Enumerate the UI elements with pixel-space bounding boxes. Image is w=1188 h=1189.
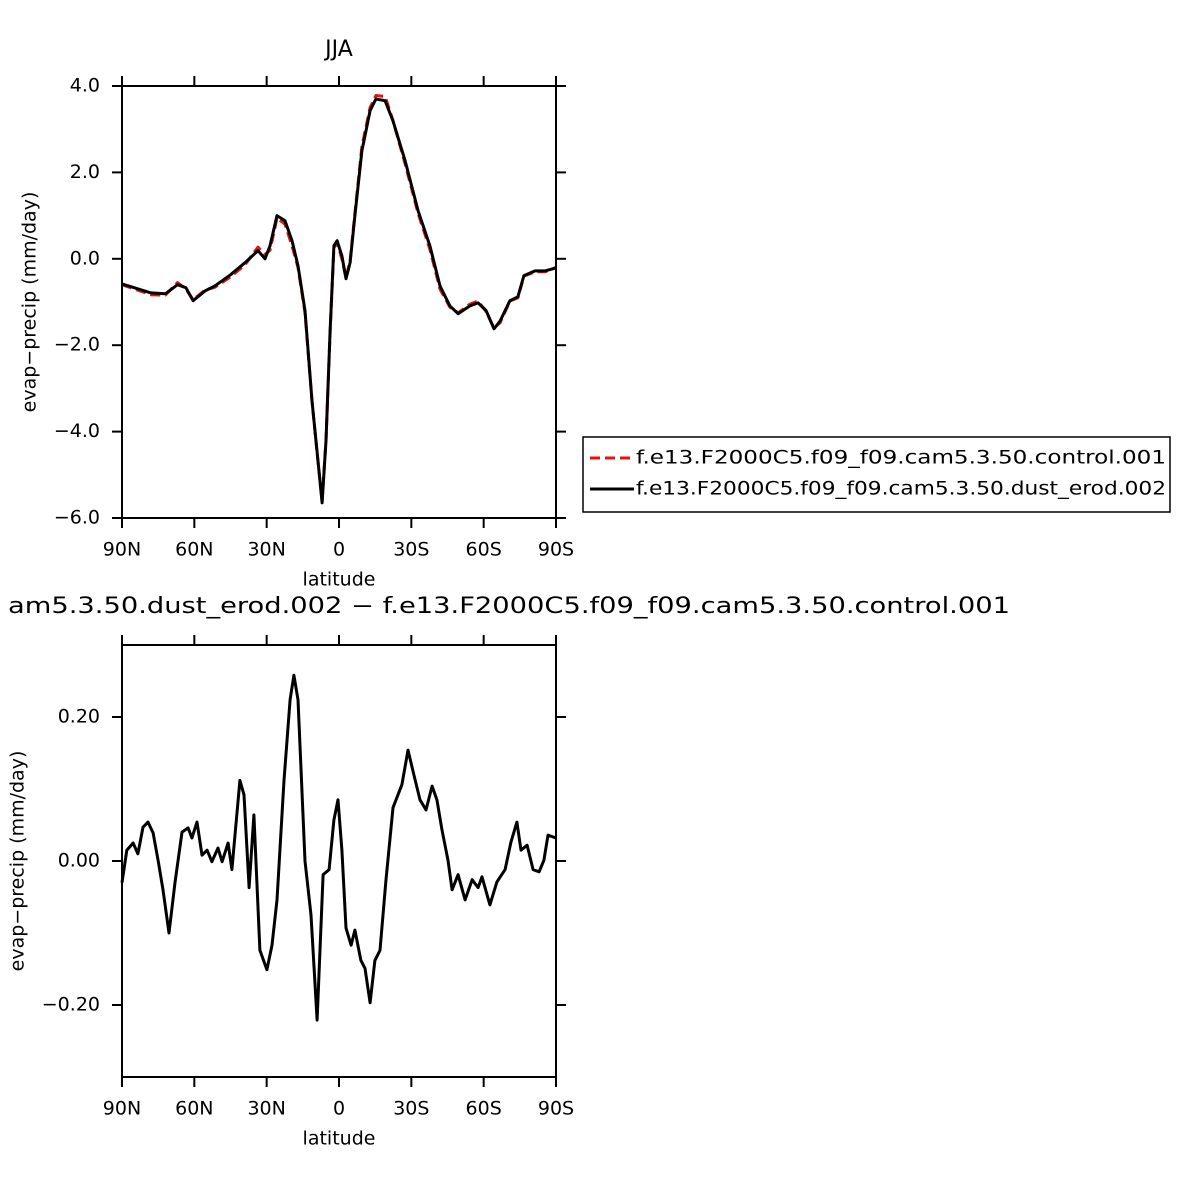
x-tick-label: 30S	[393, 1098, 429, 1120]
legend-label: f.e13.F2000C5.f09_f09.cam5.3.50.control.…	[636, 447, 1166, 469]
x-tick-label: 90N	[103, 539, 141, 561]
legend-box	[582, 436, 1171, 513]
x-tick-label: 90S	[538, 539, 574, 561]
x-tick-label: 60S	[466, 1098, 502, 1120]
x-tick-label: 60S	[466, 539, 502, 561]
plot-frame	[121, 85, 557, 519]
y-tick-label: 2.0	[70, 161, 100, 183]
x-axis-label: latitude	[303, 569, 376, 591]
y-tick-label: −6.0	[54, 507, 100, 529]
y-tick-label: 0.0	[70, 247, 100, 269]
y-tick-label: −0.20	[42, 994, 100, 1016]
x-tick-label: 30N	[247, 539, 285, 561]
x-tick-label: 0	[333, 1098, 345, 1120]
y-axis-label: evap−precip (mm/day)	[7, 751, 29, 972]
chart-title: JJA	[323, 37, 353, 62]
y-axis-label: evap−precip (mm/day)	[19, 192, 41, 413]
y-tick-label: 4.0	[70, 75, 100, 97]
y-tick-label: −4.0	[54, 420, 100, 442]
x-axis-label: latitude	[303, 1128, 376, 1150]
data-line	[121, 97, 557, 505]
x-tick-label: 90N	[103, 1098, 141, 1120]
chart-title: am5.3.50.dust_erod.002 − f.e13.F2000C5.f…	[8, 594, 1010, 619]
x-tick-label: 60N	[175, 539, 213, 561]
x-tick-label: 90S	[538, 1098, 574, 1120]
y-tick-label: −2.0	[54, 334, 100, 356]
plot-frame	[121, 644, 557, 1078]
y-tick-label: 0.00	[58, 850, 100, 872]
x-tick-label: 30N	[247, 1098, 285, 1120]
data-line	[121, 94, 557, 503]
legend-label: f.e13.F2000C5.f09_f09.cam5.3.50.dust_ero…	[636, 478, 1166, 500]
x-tick-label: 30S	[393, 539, 429, 561]
x-tick-label: 0	[333, 539, 345, 561]
data-line	[120, 673, 557, 1022]
x-tick-label: 60N	[175, 1098, 213, 1120]
y-tick-label: 0.20	[58, 706, 100, 728]
